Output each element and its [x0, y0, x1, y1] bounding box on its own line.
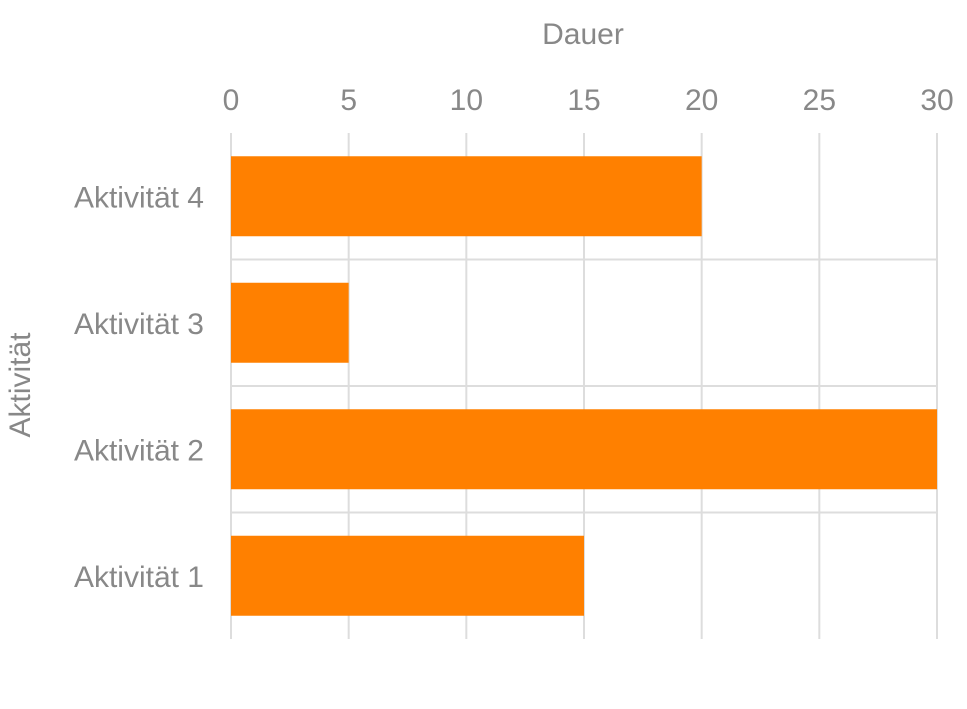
bar — [231, 535, 584, 616]
x-tick-labels: 0 5 10 15 20 25 30 — [223, 84, 954, 117]
category-label: Aktivität 2 — [74, 434, 204, 467]
x-tick-label: 25 — [803, 84, 836, 117]
x-tick-label: 10 — [450, 84, 483, 117]
x-tick-label: 0 — [223, 84, 240, 117]
bar — [231, 282, 349, 363]
bar — [231, 409, 937, 490]
category-label: Aktivität 1 — [74, 561, 204, 594]
x-axis-title: Dauer — [542, 18, 624, 51]
x-tick-label: 5 — [340, 84, 357, 117]
x-tick-label: 15 — [567, 84, 600, 117]
bars — [231, 156, 937, 616]
category-label: Aktivität 4 — [74, 181, 204, 214]
x-tick-label: 30 — [920, 84, 953, 117]
category-labels: Aktivität 1 Aktivität 2 Aktivität 3 Aktivit… — [74, 181, 204, 594]
bar — [231, 156, 702, 237]
x-tick-label: 20 — [685, 84, 718, 117]
category-label: Aktivität 3 — [74, 308, 204, 341]
y-axis-title: Aktivität — [4, 332, 37, 438]
